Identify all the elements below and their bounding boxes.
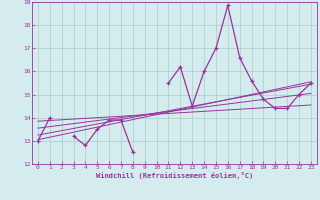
X-axis label: Windchill (Refroidissement éolien,°C): Windchill (Refroidissement éolien,°C)	[96, 172, 253, 179]
